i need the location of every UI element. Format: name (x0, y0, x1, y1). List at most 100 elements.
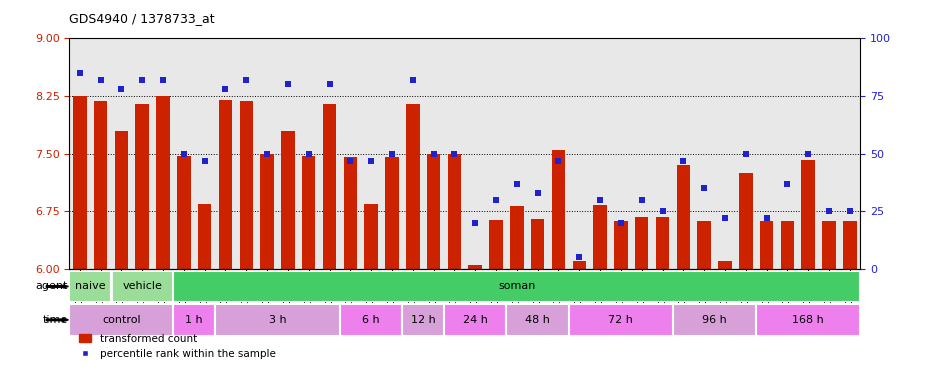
Bar (69, 304, 174, 336)
Bar (174, 304, 215, 336)
Point (385, 151, 400, 157)
Bar (489, 220, 503, 269)
Point (821, 208, 836, 214)
Bar (635, 217, 648, 269)
Text: agent: agent (35, 281, 68, 291)
Bar (240, 101, 253, 269)
Point (843, 208, 857, 214)
Bar (115, 131, 129, 269)
Text: vehicle: vehicle (122, 281, 162, 291)
Bar (156, 96, 170, 269)
Text: soman: soman (499, 281, 536, 291)
Point (72, 70, 87, 76)
Bar (93, 101, 107, 269)
Bar (843, 221, 857, 269)
Point (780, 180, 795, 187)
Text: 96 h: 96 h (702, 315, 727, 325)
Bar (218, 100, 232, 269)
Bar (281, 131, 295, 269)
Point (759, 215, 774, 221)
Bar (135, 104, 149, 269)
Point (177, 151, 191, 157)
Bar (551, 150, 565, 269)
Point (155, 77, 170, 83)
Point (676, 157, 691, 164)
Point (468, 220, 483, 226)
Text: 168 h: 168 h (793, 315, 824, 325)
Point (551, 157, 566, 164)
Point (218, 86, 233, 92)
Point (447, 151, 462, 157)
Bar (822, 221, 836, 269)
Point (738, 151, 753, 157)
Point (364, 157, 378, 164)
Point (93, 77, 108, 83)
Point (302, 151, 316, 157)
Point (697, 185, 711, 191)
Bar (73, 96, 87, 269)
Point (635, 197, 649, 203)
Text: 3 h: 3 h (268, 315, 287, 325)
Bar (69, 271, 111, 302)
Point (280, 81, 295, 88)
Text: control: control (102, 315, 141, 325)
Point (655, 208, 670, 214)
Bar (343, 157, 357, 269)
Text: 12 h: 12 h (411, 315, 436, 325)
Point (260, 151, 275, 157)
Bar (531, 219, 545, 269)
Point (197, 157, 212, 164)
Bar (739, 173, 753, 269)
Point (405, 77, 420, 83)
Text: 72 h: 72 h (609, 315, 634, 325)
Bar (177, 156, 191, 269)
Text: 1 h: 1 h (185, 315, 204, 325)
Bar (697, 221, 711, 269)
Bar (510, 206, 524, 269)
Point (343, 157, 358, 164)
Bar (426, 154, 440, 269)
Point (613, 220, 628, 226)
Point (510, 180, 524, 187)
Bar (569, 304, 673, 336)
Bar (215, 304, 340, 336)
Bar (656, 217, 670, 269)
Point (718, 215, 733, 221)
Bar (340, 304, 402, 336)
Bar (759, 221, 773, 269)
Bar (673, 304, 757, 336)
Legend: transformed count, percentile rank within the sample: transformed count, percentile rank withi… (75, 329, 279, 363)
Point (239, 77, 253, 83)
Bar (757, 304, 860, 336)
Text: naive: naive (75, 281, 105, 291)
Bar (198, 204, 212, 269)
Bar (111, 271, 174, 302)
Bar (468, 265, 482, 269)
Bar (385, 157, 399, 269)
Text: 48 h: 48 h (525, 315, 550, 325)
Text: GDS4940 / 1378733_at: GDS4940 / 1378733_at (69, 12, 215, 25)
Bar (593, 205, 607, 269)
Text: 6 h: 6 h (363, 315, 380, 325)
Point (488, 197, 503, 203)
Bar (781, 221, 795, 269)
Point (530, 190, 545, 196)
Point (135, 77, 150, 83)
Bar (444, 304, 507, 336)
Bar (302, 156, 315, 269)
Point (426, 151, 441, 157)
Text: time: time (43, 315, 68, 325)
Bar (323, 104, 337, 269)
Point (322, 81, 337, 88)
Bar (364, 204, 378, 269)
Bar (507, 304, 569, 336)
Bar (573, 261, 586, 269)
Bar (448, 154, 462, 269)
Point (593, 197, 608, 203)
Bar (801, 160, 815, 269)
Bar (174, 271, 860, 302)
Bar (718, 261, 732, 269)
Point (572, 254, 586, 260)
Text: 24 h: 24 h (462, 315, 487, 325)
Bar (676, 165, 690, 269)
